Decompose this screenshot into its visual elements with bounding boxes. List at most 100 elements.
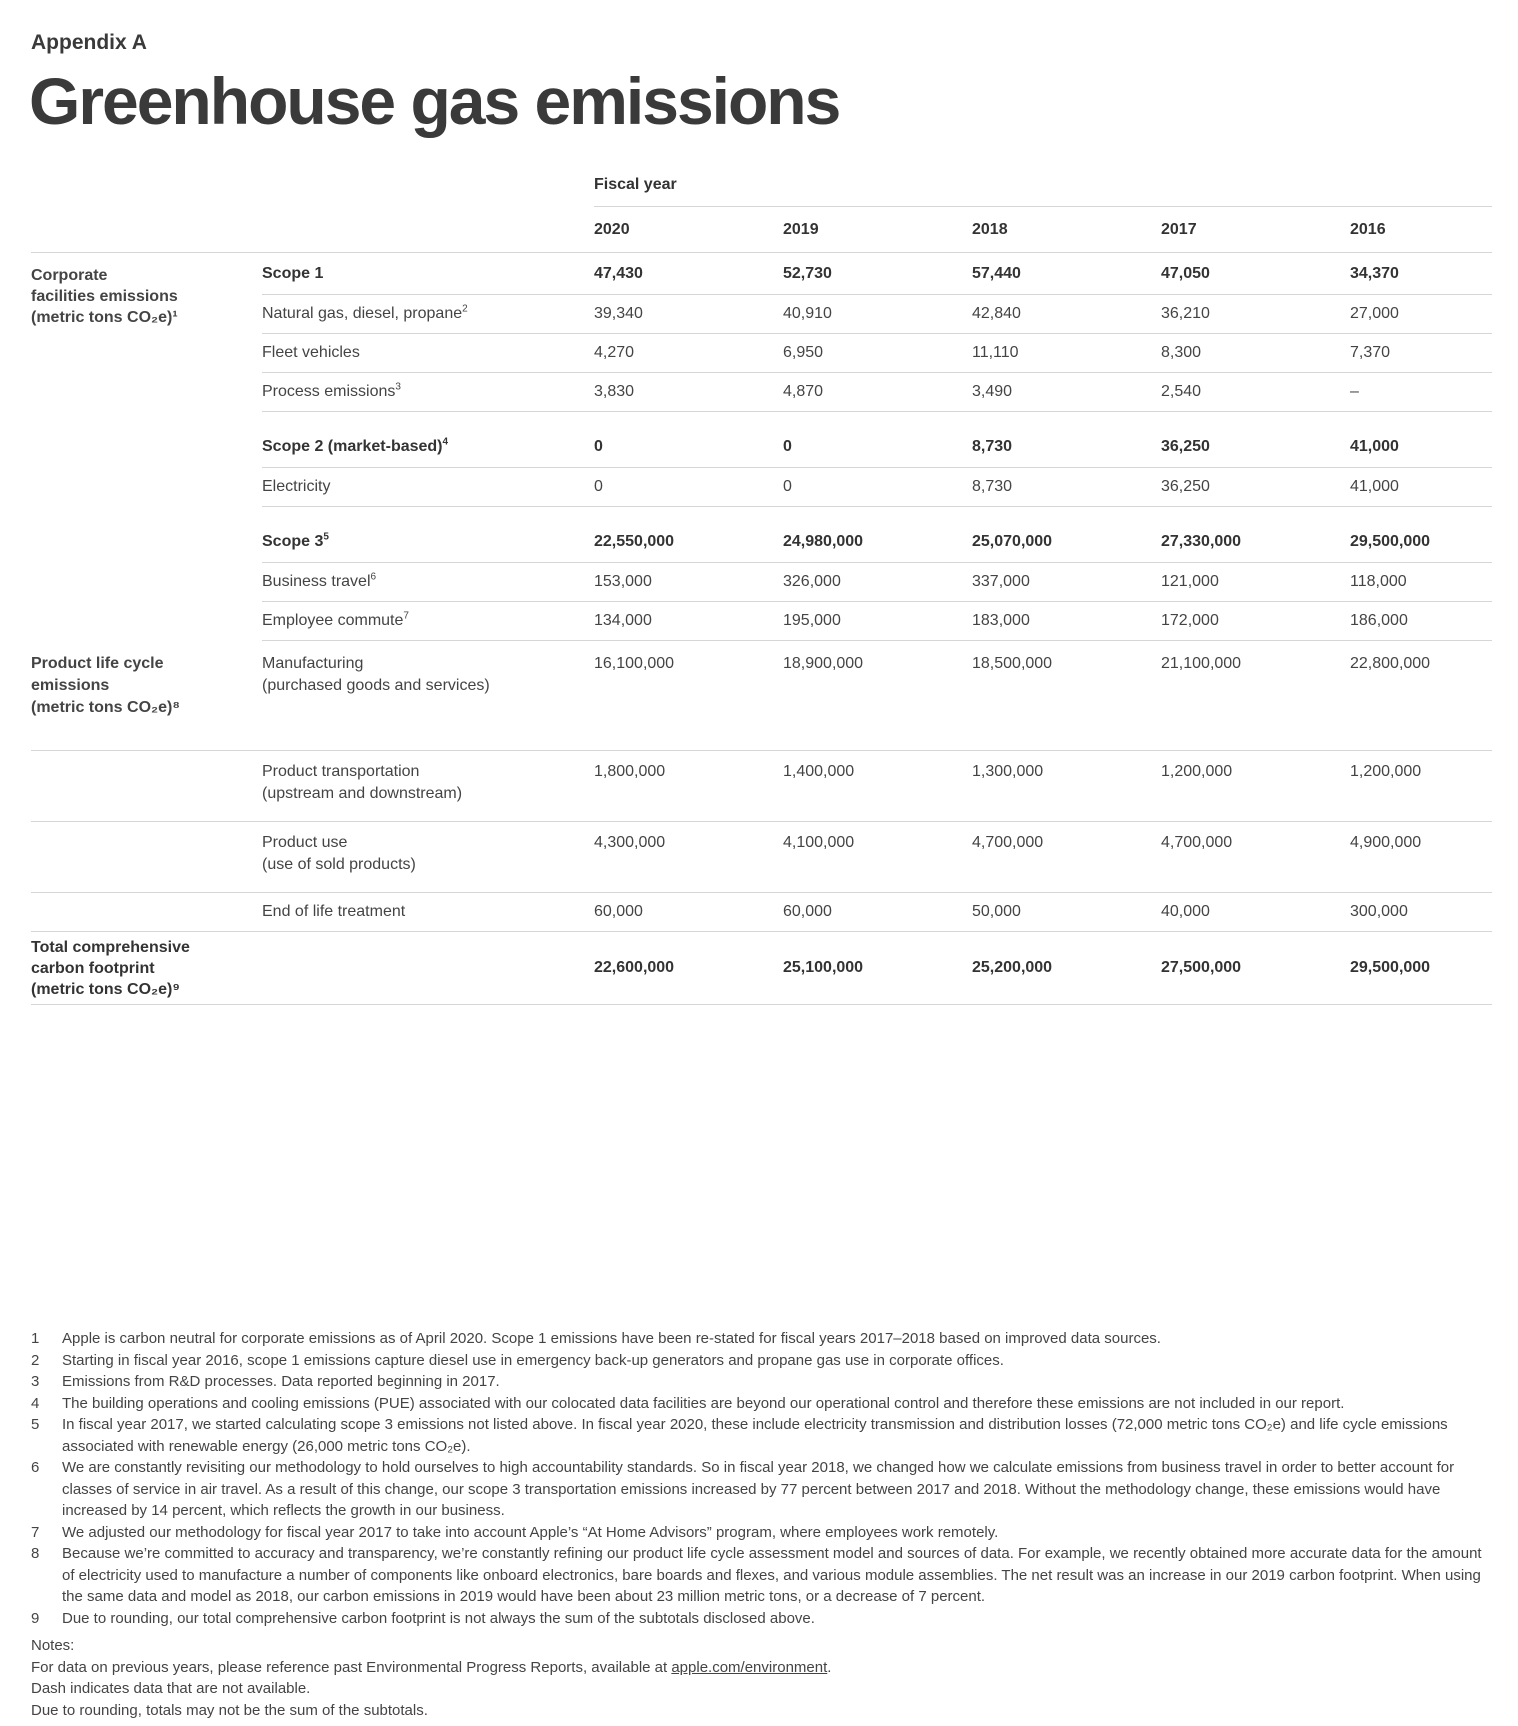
group-label-corporate: Corporate facilities emissions (metric t… [31,267,178,326]
cell: 153,000 [594,562,783,602]
cell: 36,210 [1161,294,1350,334]
notes: Notes: For data on previous years, pleas… [31,1635,1492,1721]
table-row: Natural gas, diesel, propane2 39,340 40,… [31,294,1492,334]
cell: 36,250 [1161,426,1350,468]
cell: 4,100,000 [783,834,855,851]
emissions-table: Fiscal year 2020 2019 2018 2017 2016 Cor… [31,168,1492,1005]
cell: 34,370 [1350,252,1492,295]
cell: 60,000 [783,903,832,920]
cell: 4,270 [594,333,783,373]
footnote: 1 Apple is carbon neutral for corporate e… [31,1330,1161,1347]
year-header: 2019 [783,206,972,253]
footnote: 3 Emissions from R&D processes. Data repo… [31,1373,500,1390]
year-header: 2017 [1161,206,1350,253]
cell: 6,950 [783,333,972,373]
cell: 1,400,000 [783,763,855,780]
cell: 4,700,000 [972,834,1044,851]
cell: 22,600,000 [594,959,675,976]
cell: 21,100,000 [1161,655,1242,672]
cell: 47,050 [1161,252,1350,295]
cell: 57,440 [972,252,1161,295]
fiscal-year-label: Fiscal year [594,168,1492,207]
cell: 41,000 [1350,426,1492,468]
cell: 1,200,000 [1350,763,1422,780]
footnote: 7 We adjusted our methodology for fiscal … [31,1523,999,1541]
page-title: Greenhouse gas emissions [29,64,841,138]
cell: 16,100,000 [594,655,675,672]
cell: 25,200,000 [972,959,1053,976]
row-label: Natural gas, diesel, propane2 [262,294,594,334]
table-row: Process emissions3 3,830 4,870 3,490 2,5… [31,372,1492,412]
cell: 1,300,000 [972,763,1044,780]
table-row: Fleet vehicles 4,270 6,950 11,110 8,300 … [31,333,1492,373]
row-label: End of life treatment [262,903,406,920]
cell: 4,300,000 [594,834,666,851]
group-label-total: Total comprehensive carbon footprint (me… [31,938,190,998]
environment-link[interactable]: apple.com/environment [671,1658,828,1676]
cell: 29,500,000 [1350,959,1431,976]
footnote: 4 The building operations and cooling emi… [31,1394,1345,1412]
cell: 40,910 [783,294,972,334]
row-label: Scope 2 (market-based)4 [262,426,594,468]
cell: 22,800,000 [1350,655,1431,672]
cell: 3,490 [972,372,1161,412]
table-row: Product life cycle emissions (metric ton… [31,641,1492,751]
year-header: 2018 [972,206,1161,253]
cell: 60,000 [594,903,643,920]
table-row: Electricity 0 0 8,730 36,250 41,000 [31,467,1492,507]
group-label-product: Product life cycle emissions (metric ton… [31,655,180,716]
total-row: Total comprehensive carbon footprint (me… [31,932,1492,1005]
cell: 186,000 [1350,612,1408,629]
row-label: Process emissions3 [262,372,594,412]
cell: 4,700,000 [1161,834,1233,851]
cell: 2,540 [1161,372,1350,412]
footnotes: 1 Apple is carbon neutral for corporate e… [31,1328,1492,1721]
row-label: Scope 1 [262,252,594,295]
notes-line: Dash indicates data that are not availab… [31,1680,311,1697]
row-label: Electricity [262,467,594,507]
table-row: End of life treatment 60,000 60,000 50,0… [31,893,1492,932]
cell: 47,430 [594,252,783,295]
footnote: 8 Because we’re committed to accuracy and… [31,1545,1482,1605]
row-label: Product transportation (upstream and down… [262,763,463,802]
cell: 8,730 [972,467,1161,507]
year-header-row: 2020 2019 2018 2017 2016 [31,206,1492,253]
table-row: Corporate facilities emissions (metric t… [31,252,1492,326]
cell: 172,000 [1161,612,1219,629]
footnote: 2 Starting in fiscal year 2016, scope 1 e… [31,1351,1004,1369]
cell: 118,000 [1350,562,1492,602]
cell: – [1350,372,1492,412]
cell: 25,100,000 [783,959,864,976]
cell: 1,800,000 [594,763,666,780]
cell: 29,500,000 [1350,521,1492,563]
cell: 25,070,000 [972,521,1161,563]
notes-heading: Notes: [31,1637,75,1654]
cell: 0 [594,467,783,507]
cell: 52,730 [783,252,972,295]
cell: 41,000 [1350,467,1492,507]
cell: 27,500,000 [1161,959,1242,976]
table-row: Employee commute7 134,000 195,000 183,00… [31,602,1492,641]
cell: 300,000 [1350,903,1408,920]
row-label: Manufacturing (purchased goods and servic… [262,655,490,694]
table-row: Scope 35 22,550,000 24,980,000 25,070,00… [31,521,1492,563]
cell: 42,840 [972,294,1161,334]
cell: 36,250 [1161,467,1350,507]
cell: 24,980,000 [783,521,972,563]
row-label: Scope 35 [262,521,594,563]
cell: 4,900,000 [1350,834,1422,851]
cell: 18,900,000 [783,655,864,672]
notes-line: Due to rounding, totals may not be the s… [31,1701,428,1719]
table-row: Product transportation (upstream and down… [31,751,1492,822]
cell: 337,000 [972,562,1161,602]
cell: 195,000 [783,612,841,629]
row-label: Employee commute7 [262,610,409,629]
cell: 0 [783,426,972,468]
table-row: Scope 2 (market-based)4 0 0 8,730 36,250… [31,426,1492,468]
cell: 27,000 [1350,294,1492,334]
row-label: Product use (use of sold products) [262,834,416,873]
cell: 40,000 [1161,903,1210,920]
row-label: Fleet vehicles [262,333,594,373]
footnote: 5 In fiscal year 2017, we started calcula… [31,1416,1448,1455]
cell: 8,300 [1161,333,1350,373]
